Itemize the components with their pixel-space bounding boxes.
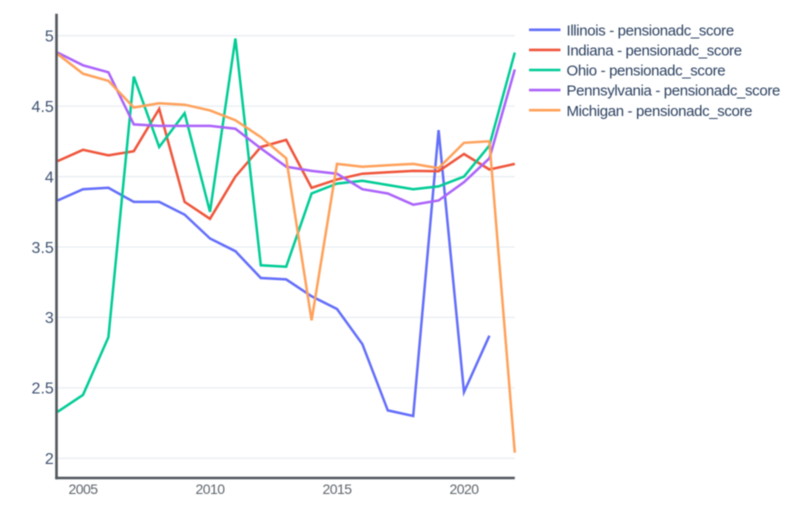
- svg-text:5: 5: [45, 29, 54, 46]
- svg-text:Illinois - pensionadc_score: Illinois - pensionadc_score: [567, 22, 734, 39]
- svg-text:4.5: 4.5: [32, 99, 54, 116]
- svg-text:2.5: 2.5: [32, 381, 54, 398]
- svg-text:Indiana - pensionadc_score: Indiana - pensionadc_score: [567, 43, 742, 60]
- svg-text:Ohio - pensionadc_score: Ohio - pensionadc_score: [567, 63, 726, 80]
- svg-text:2010: 2010: [196, 481, 226, 497]
- svg-text:2020: 2020: [450, 481, 480, 497]
- svg-text:2005: 2005: [69, 481, 99, 497]
- svg-text:4: 4: [45, 169, 54, 186]
- svg-text:Pennsylvania - pensionadc_scor: Pennsylvania - pensionadc_score: [567, 83, 780, 100]
- svg-text:2: 2: [45, 451, 54, 468]
- svg-text:3: 3: [45, 310, 54, 327]
- svg-text:2015: 2015: [323, 481, 353, 497]
- svg-text:Michigan - pensionadc_score: Michigan - pensionadc_score: [567, 103, 753, 120]
- svg-text:3.5: 3.5: [32, 240, 54, 257]
